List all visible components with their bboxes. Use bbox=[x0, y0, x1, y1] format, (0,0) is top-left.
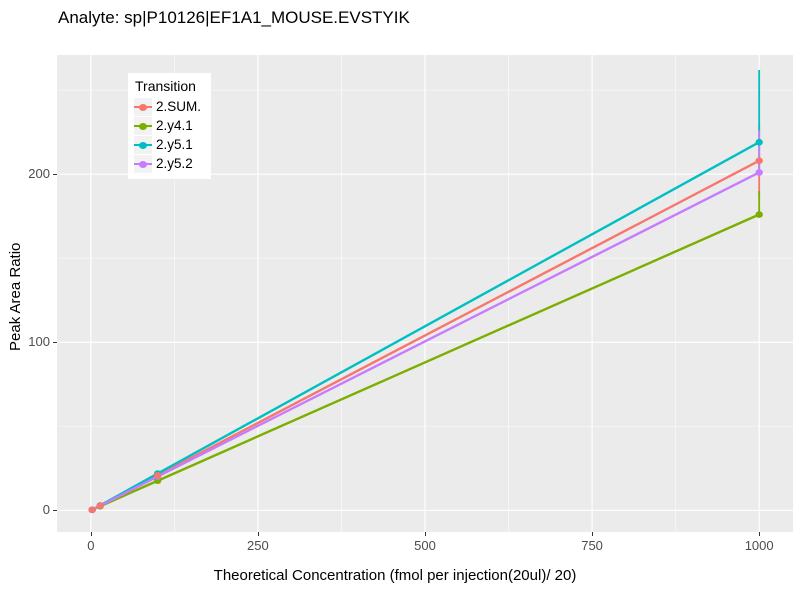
x-tick-label: 500 bbox=[414, 538, 436, 553]
y-axis-title: Peak Area Ratio bbox=[7, 242, 24, 352]
legend-key-icon bbox=[134, 154, 152, 173]
line-2.y5.2 bbox=[91, 171, 760, 511]
legend-item: 2.y4.1 bbox=[134, 116, 201, 135]
legend-title: Transition bbox=[135, 78, 196, 94]
legend-key-icon bbox=[134, 97, 152, 116]
point-2.SUM. bbox=[88, 506, 96, 514]
x-axis-title: Theoretical Concentration (fmol per inje… bbox=[213, 567, 577, 584]
legend-key-point-icon bbox=[139, 103, 147, 111]
x-tick-mark bbox=[592, 532, 594, 536]
legend-item-label: 2.y5.2 bbox=[156, 156, 193, 171]
point-2.SUM. bbox=[755, 157, 763, 165]
legend-item-label: 2.SUM. bbox=[156, 99, 202, 114]
line-2.y4.1 bbox=[91, 213, 760, 511]
legend-key-point-icon bbox=[139, 122, 147, 130]
legend-item: 2.SUM. bbox=[134, 97, 201, 116]
legend-key-point-icon bbox=[139, 160, 147, 168]
legend: Transition 2.SUM. 2.y4.1 2.y5.1 2.y5.2 bbox=[128, 73, 212, 179]
point-2.y4.1 bbox=[755, 211, 763, 218]
chart-svg bbox=[57, 55, 793, 532]
plot-title: Analyte: sp|P10126|EF1A1_MOUSE.EVSTYIK bbox=[58, 8, 410, 27]
line-2.SUM. bbox=[91, 159, 760, 511]
legend-item: 2.y5.2 bbox=[134, 154, 201, 173]
y-tick-mark bbox=[53, 174, 57, 176]
legend-key-icon bbox=[134, 135, 152, 154]
legend-item-label: 2.y4.1 bbox=[156, 118, 193, 133]
x-tick-mark bbox=[90, 532, 92, 536]
legend-item-label: 2.y5.1 bbox=[156, 137, 193, 152]
point-2.SUM. bbox=[153, 472, 162, 479]
x-tick-label: 1000 bbox=[744, 538, 774, 553]
point-2.y5.1 bbox=[755, 138, 763, 146]
line-2.y5.1 bbox=[91, 141, 760, 511]
y-tick-label: 0 bbox=[42, 502, 50, 518]
point-2.SUM. bbox=[96, 502, 104, 509]
y-tick-mark bbox=[53, 510, 57, 512]
x-tick-label: 750 bbox=[581, 538, 603, 553]
legend-item: 2.y5.1 bbox=[134, 135, 201, 154]
x-tick-mark bbox=[257, 532, 259, 536]
x-tick-label: 0 bbox=[87, 538, 95, 553]
x-tick-mark bbox=[759, 532, 761, 536]
legend-key-icon bbox=[134, 116, 152, 135]
y-tick-label: 200 bbox=[28, 166, 50, 182]
legend-rows: 2.SUM. 2.y4.1 2.y5.1 2.y5.2 bbox=[134, 97, 201, 173]
y-tick-mark bbox=[53, 342, 57, 344]
point-2.y5.2 bbox=[755, 169, 763, 176]
x-tick-mark bbox=[425, 532, 426, 536]
x-tick-label: 250 bbox=[247, 538, 269, 553]
legend-key-point-icon bbox=[139, 141, 147, 149]
y-tick-label: 100 bbox=[28, 334, 50, 350]
